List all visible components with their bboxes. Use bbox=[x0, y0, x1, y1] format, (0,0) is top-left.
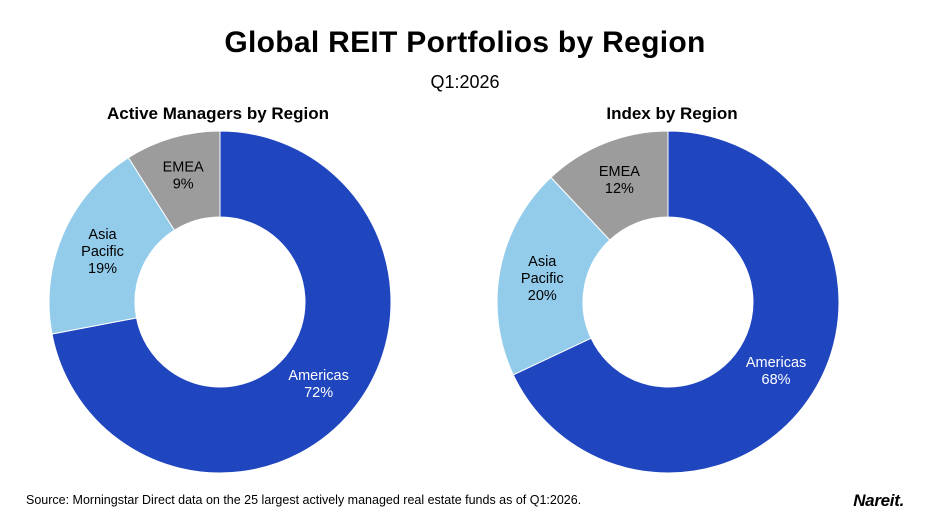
page-title: Global REIT Portfolios by Region bbox=[224, 26, 706, 59]
data-label-americas-chart-1: Americas 68% bbox=[746, 355, 806, 388]
slice-asia-pacific-chart-0 bbox=[48, 156, 176, 335]
source-note: Source: Morningstar Direct data on the 2… bbox=[26, 493, 582, 507]
data-label-americas-chart-0: Americas 72% bbox=[288, 368, 348, 401]
data-label-emea-chart-0: EMEA 9% bbox=[163, 160, 204, 193]
page-subtitle: Q1:2026 bbox=[430, 72, 500, 92]
slice-americas-chart-1 bbox=[512, 130, 840, 474]
chart-title-index: Index by Region bbox=[606, 104, 738, 123]
slice-asia-pacific-chart-1 bbox=[496, 176, 611, 376]
slice-americas-chart-0 bbox=[51, 130, 392, 474]
data-label-emea-chart-1: EMEA 12% bbox=[599, 164, 640, 197]
data-label-asia-pacific-chart-0: Asia Pacific 19% bbox=[81, 227, 124, 277]
slice-emea-chart-0 bbox=[127, 130, 221, 231]
data-label-asia-pacific-chart-1: Asia Pacific 20% bbox=[521, 254, 564, 304]
chart-title-active-managers: Active Managers by Region bbox=[106, 104, 329, 123]
nareit-logo: Nareit. bbox=[853, 491, 904, 510]
slice-emea-chart-1 bbox=[550, 130, 669, 241]
